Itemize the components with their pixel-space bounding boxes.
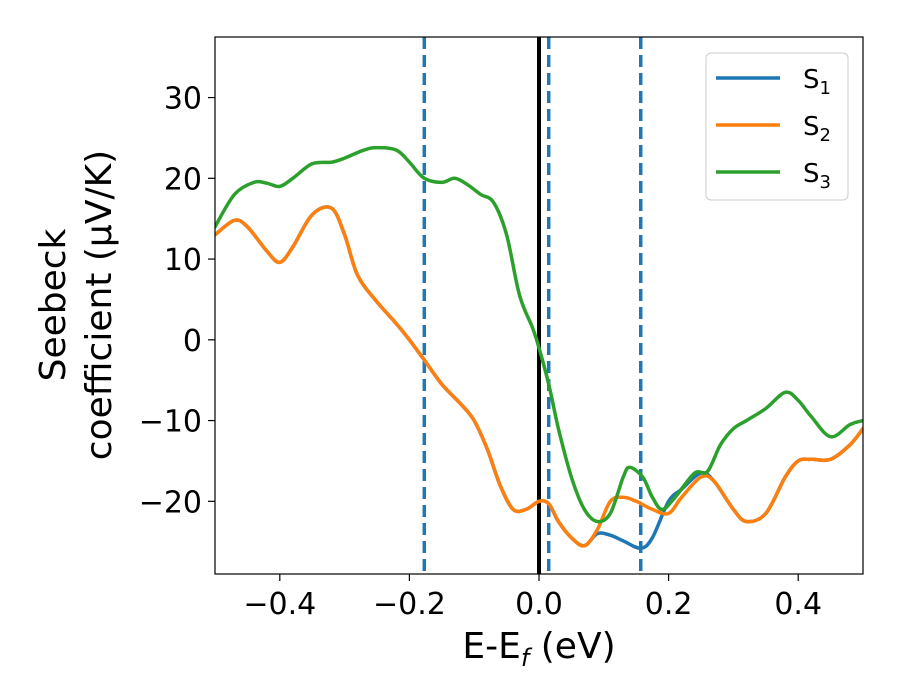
legend-label-s1: S1 <box>803 65 831 99</box>
x-tick-label: −0.4 <box>243 587 316 622</box>
y-axis-label-line2: coefficient (μV/K) <box>79 150 120 460</box>
x-tick-label: −0.2 <box>373 587 446 622</box>
legend-label-s2: S2 <box>803 112 831 146</box>
y-axis-ticks: −20 −10 0 10 20 30 <box>139 82 215 520</box>
x-axis-label-tail: (eV) <box>529 626 615 667</box>
x-axis-label-main: E-E <box>462 626 520 667</box>
y-tick-label: 10 <box>164 243 202 278</box>
series-lines <box>215 145 863 550</box>
y-tick-label: 30 <box>164 82 202 117</box>
y-tick-label: −10 <box>139 405 202 440</box>
x-tick-label: 0.0 <box>515 587 563 622</box>
y-tick-label: 0 <box>183 324 202 359</box>
y-tick-label: −20 <box>139 485 202 520</box>
x-axis-label: E-Ef (eV) <box>462 626 615 672</box>
series-line-s2 <box>215 205 863 548</box>
x-tick-label: 0.4 <box>774 587 822 622</box>
x-axis-ticks: −0.4 −0.2 0.0 0.2 0.4 <box>243 574 822 622</box>
y-axis-label-line1: Seebeck <box>33 228 74 381</box>
y-tick-label: 20 <box>164 162 202 197</box>
reference-lines <box>422 37 643 574</box>
series-line-s3 <box>215 145 863 524</box>
legend-label-s3: S3 <box>803 159 831 193</box>
x-tick-label: 0.2 <box>645 587 693 622</box>
y-axis-label: Seebeck coefficient (μV/K) <box>33 150 120 460</box>
legend: S1 S2 S3 <box>705 52 849 201</box>
